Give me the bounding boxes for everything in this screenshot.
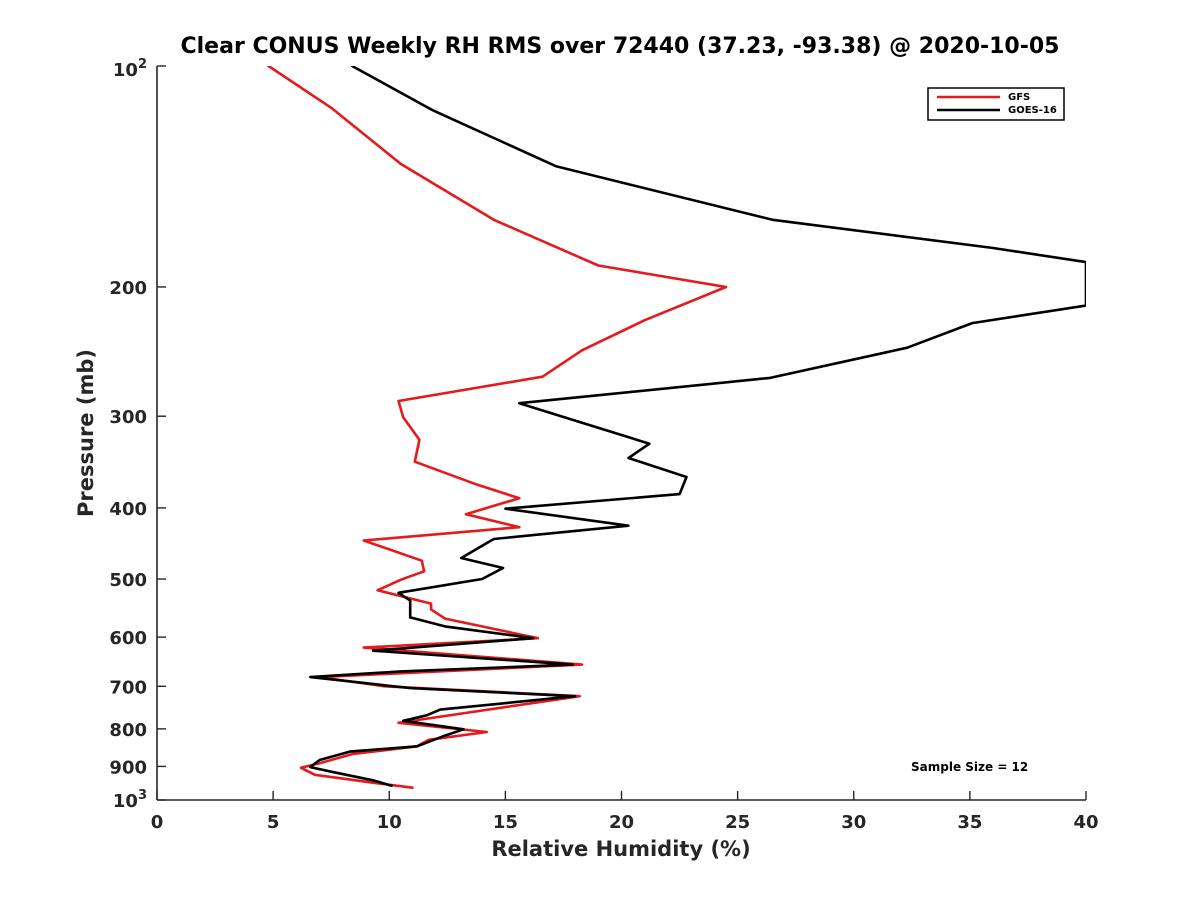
x-tick-label: 35: [957, 812, 982, 833]
x-tick-label: 20: [609, 812, 634, 833]
y-tick-label: 103: [113, 788, 147, 812]
legend: GFS GOES-16: [927, 87, 1065, 121]
legend-box: [927, 87, 1065, 121]
y-tick-label: 600: [109, 628, 147, 649]
plot-area: [267, 66, 1086, 789]
sample-size-annotation: Sample Size = 12: [911, 760, 1028, 774]
y-tick-label: 400: [109, 499, 147, 520]
y-tick-label: 900: [109, 757, 147, 778]
tick-labels: 0 5 10 15 20 25 30 35 40 102 200 300 400 500 600 700 800…: [109, 57, 1098, 833]
y-tick-label: 300: [109, 407, 147, 428]
y-axis-label: Pressure (mb): [74, 349, 98, 517]
x-tick-label: 30: [841, 812, 866, 833]
series-line-gfs: [267, 66, 728, 789]
y-tick-label: 500: [109, 570, 147, 591]
chart-title: Clear CONUS Weekly RH RMS over 72440 (37…: [181, 34, 1060, 59]
x-tick-label: 10: [377, 812, 402, 833]
x-tick-label: 25: [725, 812, 750, 833]
axes: [156, 65, 1087, 801]
x-axis-label: Relative Humidity (%): [491, 837, 750, 861]
series-line-goes-16: [309, 66, 1086, 787]
y-tick-label: 200: [109, 278, 147, 299]
legend-label-gfs: GFS: [1008, 92, 1030, 103]
x-tick-label: 40: [1073, 812, 1098, 833]
x-tick-label: 0: [151, 812, 164, 833]
x-tick-label: 15: [493, 812, 518, 833]
x-tick-label: 5: [267, 812, 280, 833]
y-tick-label: 102: [113, 57, 147, 81]
legend-label-goes-16: GOES-16: [1008, 105, 1057, 116]
y-tick-label: 800: [109, 720, 147, 741]
y-tick-label: 700: [109, 677, 147, 698]
